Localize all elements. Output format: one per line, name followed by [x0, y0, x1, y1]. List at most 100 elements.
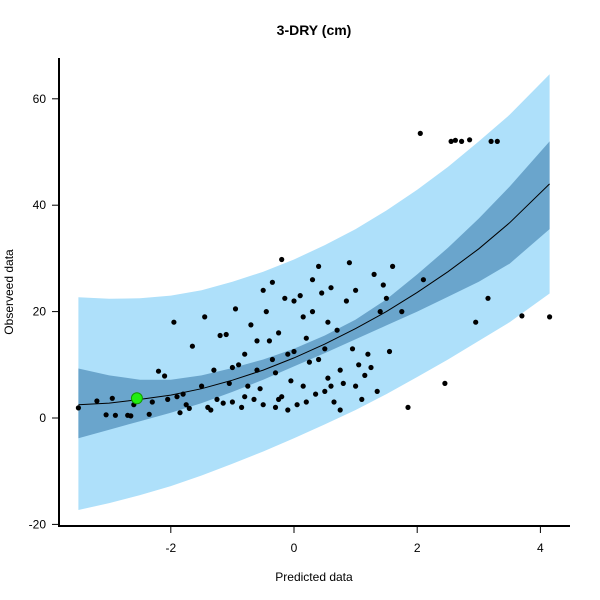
data-point [229, 399, 235, 405]
data-point [162, 373, 168, 379]
data-point [383, 295, 389, 301]
data-point [186, 405, 192, 411]
data-point [349, 346, 356, 352]
data-point [146, 411, 152, 417]
data-point [276, 330, 282, 336]
x-tick-label: 2 [414, 541, 421, 555]
data-point [380, 282, 386, 288]
data-point [208, 407, 214, 413]
data-point [211, 367, 217, 373]
data-point [297, 293, 303, 299]
data-point [405, 404, 411, 410]
data-point [377, 309, 383, 315]
data-point [303, 335, 309, 341]
data-point [325, 319, 331, 325]
data-point [328, 285, 334, 291]
data-point [340, 380, 346, 386]
x-tick-label: 0 [291, 541, 298, 555]
data-point [260, 402, 266, 408]
data-point [109, 395, 115, 401]
data-point [294, 402, 300, 408]
highlight-point [130, 392, 143, 405]
y-axis-ticks: -20 0 20 40 60 [29, 92, 59, 531]
data-point [112, 412, 118, 418]
data-point [269, 356, 275, 363]
y-tick-label: 60 [33, 92, 47, 106]
data-point [322, 388, 328, 394]
data-point [306, 359, 312, 365]
data-point [343, 298, 349, 304]
data-point [442, 380, 448, 386]
data-point [467, 137, 473, 143]
data-point [328, 383, 334, 389]
data-point [242, 351, 248, 357]
data-point [214, 396, 220, 402]
data-point [353, 287, 359, 293]
data-point [269, 279, 275, 285]
data-point [257, 386, 263, 392]
data-point [282, 295, 288, 301]
data-point [199, 383, 205, 389]
data-point [519, 313, 525, 319]
data-point [263, 309, 269, 315]
data-point [399, 309, 405, 315]
y-tick-label: 20 [33, 305, 47, 319]
data-point [248, 322, 254, 328]
data-point [254, 367, 260, 373]
data-point [291, 348, 297, 355]
data-point [316, 356, 322, 363]
data-point [337, 367, 343, 373]
data-point [239, 404, 245, 410]
data-point [368, 364, 374, 371]
data-point [165, 396, 171, 402]
data-point [485, 295, 491, 301]
data-point [494, 138, 500, 144]
data-point [223, 331, 229, 338]
data-point [254, 338, 260, 344]
data-point [300, 383, 306, 389]
data-point [177, 410, 183, 416]
data-point [272, 404, 279, 410]
prediction-band [78, 74, 550, 511]
data-point [226, 380, 232, 386]
data-point [420, 277, 426, 283]
data-point [374, 388, 380, 394]
data-point [448, 138, 454, 144]
x-axis-title: Predicted data [275, 570, 353, 584]
data-point [171, 319, 177, 325]
data-point [346, 260, 352, 266]
data-point [300, 314, 306, 320]
chart-title: 3-DRY (cm) [277, 22, 352, 38]
plot-area [75, 74, 553, 511]
data-points [75, 130, 553, 419]
confidence-band [78, 141, 550, 439]
data-point [291, 298, 297, 304]
data-point [236, 362, 242, 368]
data-point [189, 343, 195, 349]
data-point [325, 375, 331, 381]
fit-curve [78, 183, 550, 406]
data-point [266, 338, 272, 344]
data-point [362, 372, 368, 378]
data-point [452, 137, 458, 143]
y-axis-title: Observeed data [2, 249, 16, 335]
data-point [331, 399, 337, 405]
y-tick-label: 0 [39, 411, 46, 425]
data-point [417, 130, 423, 136]
y-tick-label: 40 [33, 198, 47, 212]
data-point [174, 394, 180, 400]
data-point [180, 391, 186, 397]
data-point [251, 396, 257, 402]
data-point [285, 407, 291, 413]
data-point [356, 362, 362, 368]
data-point [365, 351, 371, 357]
x-tick-label: 4 [537, 541, 544, 555]
data-point [260, 287, 266, 293]
data-point [245, 383, 251, 389]
data-point [334, 327, 340, 333]
data-point [547, 314, 553, 320]
x-tick-label: -2 [165, 541, 176, 555]
data-point [229, 364, 235, 371]
data-point [309, 277, 316, 283]
